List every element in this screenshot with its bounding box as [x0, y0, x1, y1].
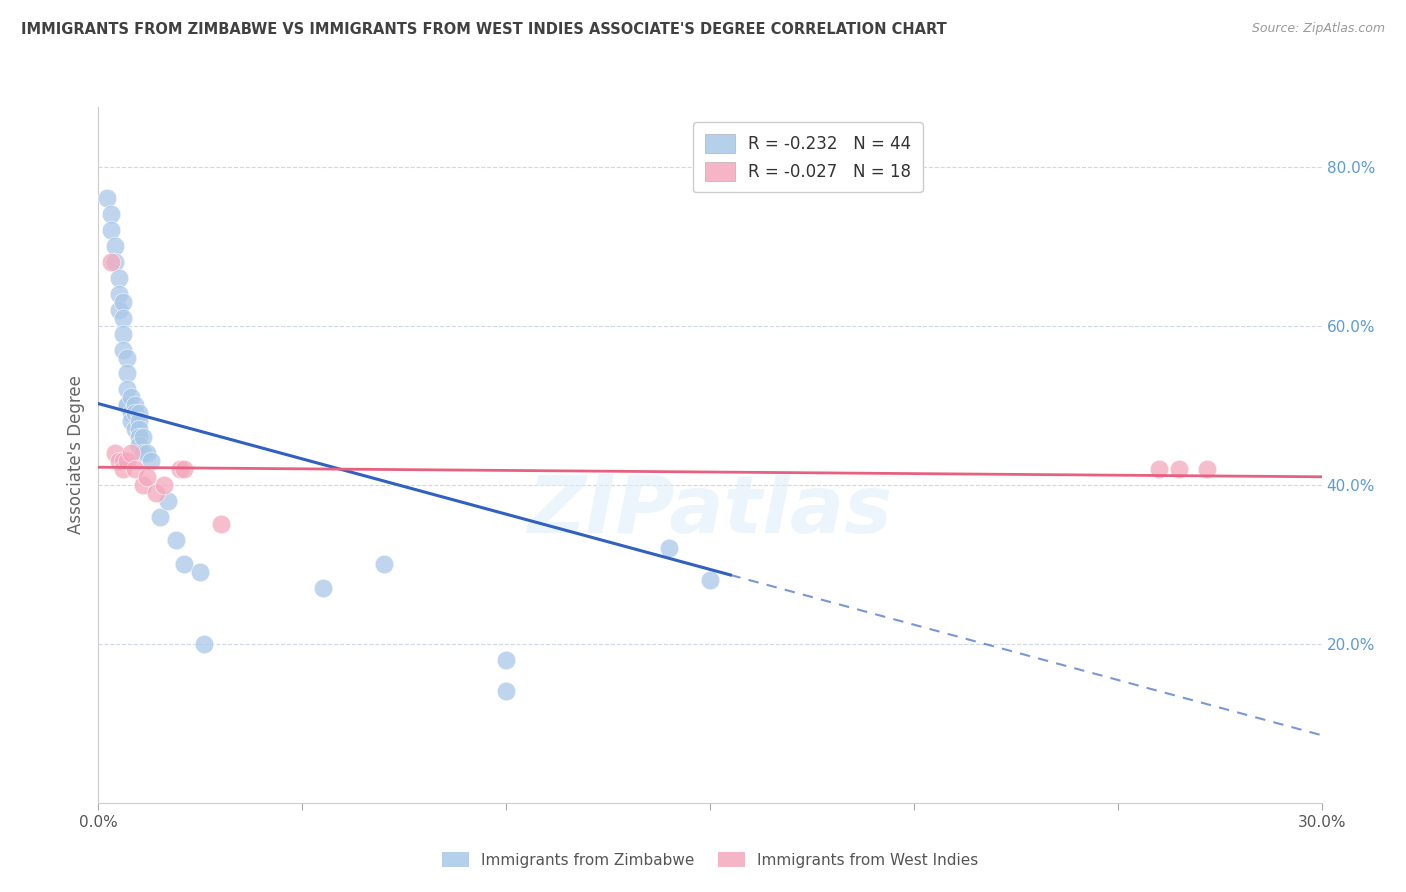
Point: [108, 286, 131, 301]
Point: [108, 271, 131, 285]
Point: [128, 414, 150, 428]
Point: [124, 462, 146, 476]
Text: ZIPatlas: ZIPatlas: [527, 472, 893, 549]
Point: [111, 343, 134, 357]
Point: [120, 414, 142, 428]
Point: [132, 477, 155, 491]
Point: [124, 398, 146, 412]
Point: [124, 422, 146, 436]
Point: [658, 541, 681, 556]
Point: [111, 454, 134, 468]
Point: [1167, 462, 1189, 476]
Point: [108, 302, 131, 317]
Point: [128, 438, 150, 452]
Point: [132, 430, 155, 444]
Point: [188, 565, 212, 579]
Point: [104, 446, 127, 460]
Point: [108, 454, 131, 468]
Text: Source: ZipAtlas.com: Source: ZipAtlas.com: [1251, 22, 1385, 36]
Point: [136, 446, 159, 460]
Point: [124, 406, 146, 420]
Point: [128, 430, 150, 444]
Point: [699, 573, 721, 587]
Point: [115, 398, 138, 412]
Text: IMMIGRANTS FROM ZIMBABWE VS IMMIGRANTS FROM WEST INDIES ASSOCIATE'S DEGREE CORRE: IMMIGRANTS FROM ZIMBABWE VS IMMIGRANTS F…: [21, 22, 946, 37]
Point: [100, 255, 122, 269]
Point: [132, 446, 155, 460]
Point: [111, 294, 134, 309]
Point: [165, 533, 187, 548]
Point: [115, 382, 138, 396]
Point: [169, 462, 191, 476]
Point: [115, 398, 138, 412]
Point: [495, 684, 517, 698]
Point: [104, 239, 127, 253]
Point: [100, 207, 122, 221]
Point: [152, 477, 174, 491]
Point: [156, 493, 179, 508]
Point: [209, 517, 232, 532]
Point: [120, 390, 142, 404]
Point: [115, 367, 138, 381]
Point: [149, 509, 172, 524]
Point: [141, 454, 163, 468]
Legend: Immigrants from Zimbabwe, Immigrants from West Indies: Immigrants from Zimbabwe, Immigrants fro…: [434, 844, 986, 875]
Point: [96, 192, 118, 206]
Point: [495, 653, 517, 667]
Point: [193, 637, 215, 651]
Point: [145, 485, 167, 500]
Point: [120, 406, 142, 420]
Point: [100, 223, 122, 237]
Point: [173, 558, 195, 572]
Point: [173, 462, 195, 476]
Y-axis label: Associate's Degree: Associate's Degree: [66, 376, 84, 534]
Point: [136, 470, 159, 484]
Point: [120, 446, 142, 460]
Point: [115, 351, 138, 365]
Point: [1147, 462, 1170, 476]
Point: [115, 454, 138, 468]
Point: [128, 422, 150, 436]
Point: [111, 310, 134, 325]
Point: [312, 581, 335, 595]
Point: [111, 326, 134, 341]
Point: [1197, 462, 1219, 476]
Point: [373, 558, 395, 572]
Point: [111, 462, 134, 476]
Point: [128, 406, 150, 420]
Point: [104, 255, 127, 269]
